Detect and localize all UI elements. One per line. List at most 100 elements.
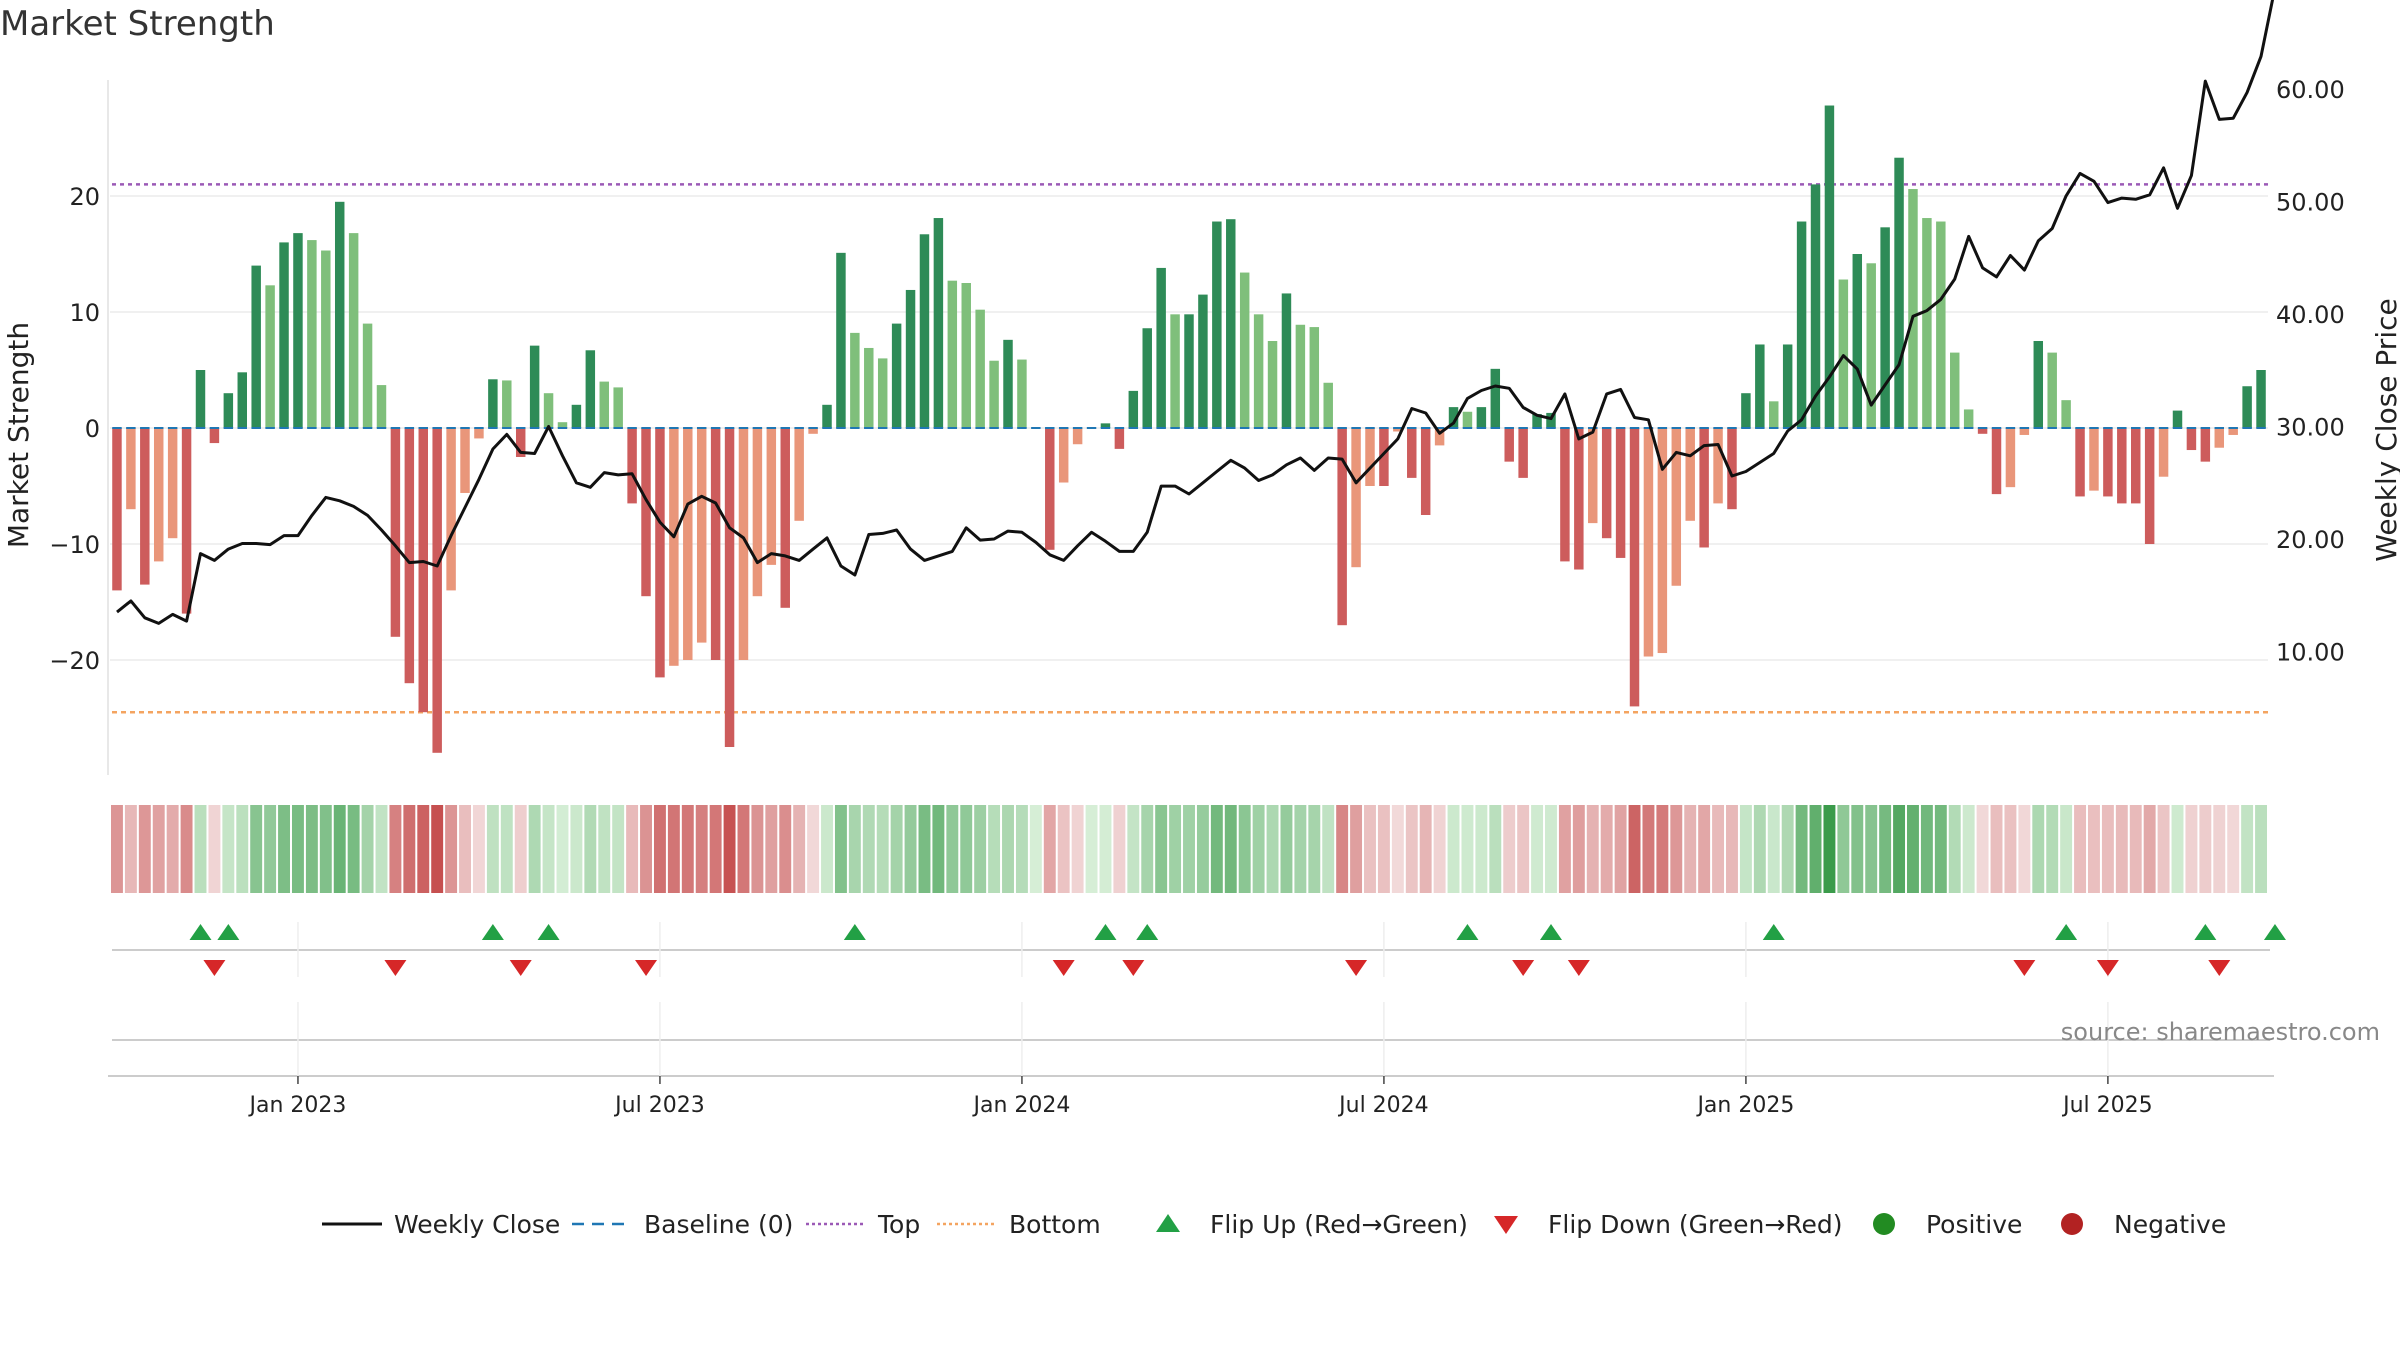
strength-cell (138, 805, 151, 893)
strength-bar (1407, 428, 1417, 478)
strength-bar (1476, 407, 1487, 428)
strength-bar (2131, 428, 2141, 504)
strength-bar (1281, 293, 1292, 428)
legend-label: Bottom (1009, 1210, 1101, 1239)
legend-swatch (1494, 1216, 1518, 1234)
strength-cell (111, 805, 123, 893)
flip-up-marker (2055, 924, 2078, 940)
strength-cell (1099, 805, 1112, 893)
strength-bar (696, 428, 707, 643)
strength-cell (584, 805, 597, 893)
strength-bar (1100, 423, 1111, 428)
legend-item-bottom: Bottom (937, 1210, 1101, 1239)
strength-cell (1280, 805, 1293, 893)
strength-cell (472, 805, 485, 893)
strength-cell (1238, 805, 1251, 893)
strength-cell (1336, 805, 1349, 893)
strength-cell (1684, 805, 1697, 893)
x-tick-label: Jan 2023 (248, 1093, 347, 1118)
legend-label: Baseline (0) (644, 1210, 793, 1239)
strength-bar (2158, 428, 2169, 477)
legend-item-flip-down: Flip Down (Green→Red) (1494, 1210, 1843, 1239)
strength-bar (2214, 428, 2225, 448)
strength-bar (669, 428, 679, 666)
legend-item-negative: Negative (2061, 1210, 2226, 1239)
flip-up-marker (2263, 924, 2286, 940)
strength-bar (794, 428, 804, 521)
strength-cell (1879, 805, 1892, 893)
strength-bar (529, 345, 540, 428)
strength-cell (1002, 805, 1014, 893)
strength-cell (807, 805, 820, 893)
flip-down-marker (1122, 960, 1145, 976)
right-tick-label: 30.00 (2276, 414, 2345, 442)
strength-bar (515, 428, 526, 457)
strength-cell (1531, 805, 1544, 893)
strength-cell (1781, 805, 1794, 893)
strength-bar (1351, 428, 1361, 568)
strength-bar (2061, 400, 2071, 428)
flip-down-marker (384, 960, 407, 976)
strength-cell (904, 805, 917, 893)
strength-cell (1670, 805, 1683, 893)
strength-cell (1726, 805, 1738, 893)
strength-cell (1851, 805, 1864, 893)
strength-cell (709, 805, 722, 893)
strength-bar (1908, 189, 1918, 428)
strength-bar (2172, 410, 2183, 428)
strength-cell (1350, 805, 1363, 893)
legend-swatch (1873, 1213, 1895, 1235)
strength-bar (543, 393, 554, 428)
strength-cell (459, 805, 471, 893)
strength-cell (2018, 805, 2031, 893)
strength-bar (1309, 327, 1320, 428)
strength-bar (1267, 341, 1278, 428)
legend-label: Flip Down (Green→Red) (1548, 1210, 1843, 1239)
strength-bar (1393, 428, 1403, 432)
flip-down-marker (509, 960, 532, 976)
legend-item-flip-up: Flip Up (Red→Green) (1156, 1210, 1468, 1239)
strength-cell (1057, 805, 1070, 893)
strength-cell (1837, 805, 1850, 893)
strength-bar (710, 428, 721, 660)
strength-bar (766, 428, 777, 565)
strength-bar (877, 358, 888, 428)
x-axis-ticks: Jan 2023 Jul 2023 Jan 2024 Jul 2024 Jan 2025… (248, 1076, 2153, 1118)
legend-item-positive: Positive (1873, 1210, 2022, 1239)
strength-bar (404, 428, 415, 684)
strength-cell (751, 805, 764, 893)
strength-cell (431, 805, 444, 893)
strength-bar (975, 309, 985, 428)
strength-cell (514, 805, 527, 893)
strength-cell (2227, 805, 2240, 893)
strength-bar (655, 428, 665, 678)
strength-bar (2033, 341, 2044, 428)
strength-bar (1963, 409, 1974, 428)
strength-cell (2171, 805, 2184, 893)
strength-bar (1239, 272, 1250, 428)
strength-cell (2255, 805, 2267, 893)
strength-bar (1198, 294, 1208, 428)
strength-cell (862, 805, 875, 893)
flip-markers-panel (112, 922, 2286, 977)
strength-bar (1852, 254, 1863, 428)
flip-up-marker (1136, 924, 1159, 940)
strength-bar (2186, 428, 2197, 451)
strength-bar (488, 379, 498, 428)
strength-bar (1212, 221, 1222, 428)
strength-cell (556, 805, 569, 893)
strength-bar (167, 428, 178, 539)
strength-cell (626, 805, 639, 893)
strength-cell (1155, 805, 1168, 893)
strength-cell (236, 805, 249, 893)
strength-cell (1447, 805, 1460, 893)
strength-color-strip (111, 805, 2267, 893)
strength-cell (2088, 805, 2100, 893)
strength-cell (1489, 805, 1502, 893)
left-axis-label: Market Strength (2, 322, 35, 548)
strength-cell (1545, 805, 1557, 893)
strength-cell (1169, 805, 1182, 893)
strength-bar (557, 422, 568, 428)
